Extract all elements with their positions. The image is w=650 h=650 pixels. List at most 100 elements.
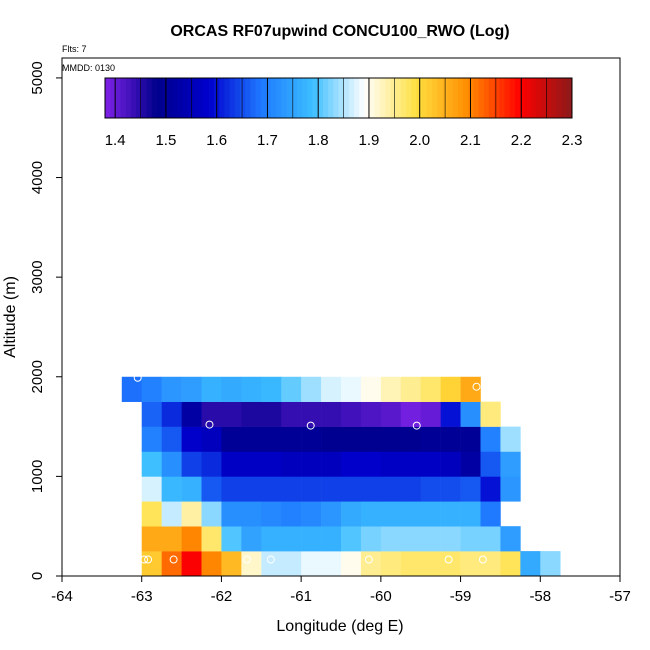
colorbar-segment <box>540 78 547 118</box>
heatmap-cell <box>141 401 162 427</box>
colorbar-tick-label: 1.8 <box>308 132 329 149</box>
heatmap-cell <box>360 526 382 552</box>
heatmap-cell <box>420 526 441 552</box>
colorbar-segment <box>348 78 355 118</box>
heatmap-cell <box>241 476 262 502</box>
heatmap-cells <box>121 376 561 577</box>
heatmap-cell <box>201 476 222 502</box>
colorbar-segment <box>556 78 563 118</box>
heatmap-cell <box>181 451 202 477</box>
colorbar-segment <box>463 78 469 118</box>
heatmap-cell <box>161 426 182 452</box>
flights-label: Flts: 7 <box>62 44 87 54</box>
heatmap-cell <box>261 476 282 502</box>
colorbar-segment <box>380 78 386 118</box>
heatmap-cell <box>420 551 441 577</box>
flight-point <box>412 421 421 430</box>
heatmap-cell <box>141 426 162 452</box>
heatmap-cell <box>440 426 461 452</box>
colorbar-segment <box>265 78 272 118</box>
heatmap-cell <box>480 451 501 477</box>
colorbar-segment <box>115 78 121 118</box>
heatmap-cell <box>321 476 342 502</box>
colorbar-tick-label: 1.5 <box>155 132 176 149</box>
colorbar-segment <box>182 78 189 118</box>
y-tick-label: 4000 <box>29 161 46 194</box>
colorbar-segment <box>125 78 132 118</box>
heatmap-cell <box>420 401 441 427</box>
colorbar-segment <box>271 78 277 118</box>
colorbar-segment <box>566 78 573 118</box>
colorbar-segment <box>437 78 443 118</box>
colorbar-segment <box>561 78 568 118</box>
heatmap-cell <box>400 401 422 427</box>
heatmap-cell <box>141 451 162 477</box>
heatmap-cell <box>341 451 362 477</box>
heatmap-cell <box>221 426 242 452</box>
heatmap-cell <box>281 426 302 452</box>
y-axis: 0 1000 2000 3000 4000 5000 <box>29 61 62 580</box>
heatmap-cell <box>480 526 501 552</box>
heatmap-cell <box>241 526 262 552</box>
heatmap-cell <box>321 551 342 577</box>
colorbar-segment <box>551 78 557 118</box>
colorbar-segment <box>110 78 116 118</box>
colorbar-segment <box>421 78 428 118</box>
colorbar-segment <box>105 78 111 118</box>
heatmap-cell <box>460 426 481 452</box>
heatmap-cell <box>141 526 162 552</box>
colorbar-tick-label: 1.6 <box>206 132 227 149</box>
colorbar-segment <box>457 78 464 118</box>
heatmap-cell <box>161 501 182 527</box>
colorbar: 1.4 1.5 1.6 1.7 1.8 1.9 2.0 2.1 2.2 2.3 <box>104 77 582 149</box>
colorbar-segment <box>239 78 246 118</box>
flight-point <box>140 555 149 564</box>
heatmap-cell <box>121 376 143 402</box>
heatmap-cell <box>301 401 322 427</box>
heatmap-cell <box>301 426 322 452</box>
heatmap-cell <box>400 451 422 477</box>
colorbar-segment <box>172 78 179 118</box>
heatmap-cell <box>380 551 402 577</box>
colorbar-tick-label: 1.4 <box>105 132 126 149</box>
colorbar-segment <box>525 78 531 118</box>
colorbar-segment <box>390 78 396 118</box>
heatmap-cell <box>500 426 521 452</box>
heatmap-cell <box>221 401 242 427</box>
colorbar-segment <box>162 78 168 118</box>
colorbar-segment <box>520 78 526 118</box>
heatmap-cell <box>440 376 461 402</box>
heatmap-cell <box>440 526 461 552</box>
heatmap-cell <box>281 401 302 427</box>
heatmap-cell <box>301 501 322 527</box>
colorbar-segment <box>478 78 485 118</box>
colorbar-segment <box>385 78 391 118</box>
colorbar-segment <box>328 78 334 118</box>
x-tick-label: -62 <box>211 588 233 605</box>
colorbar-segment <box>416 78 422 118</box>
heatmap-cell <box>341 526 362 552</box>
colorbar-segment <box>177 78 184 118</box>
x-tick-label: -64 <box>51 588 73 605</box>
heatmap-cell <box>380 376 402 402</box>
heatmap-cell <box>440 501 461 527</box>
colorbar-segment <box>141 78 147 118</box>
heatmap-cell <box>480 426 501 452</box>
x-tick-label: -59 <box>450 588 472 605</box>
flight-point <box>144 555 153 564</box>
heatmap-cell <box>241 551 262 577</box>
colorbar-segment <box>167 78 173 118</box>
colorbar-segment <box>468 78 474 118</box>
heatmap-cell <box>301 551 322 577</box>
heatmap-cell <box>400 376 422 402</box>
heatmap-cell <box>500 526 521 552</box>
heatmap-cell <box>241 376 262 402</box>
colorbar-segment <box>447 78 454 118</box>
heatmap-cell <box>261 451 282 477</box>
colorbar-segment <box>193 78 199 118</box>
heatmap-cell <box>360 551 382 577</box>
colorbar-segment <box>208 78 215 118</box>
heatmap-cell <box>141 551 162 577</box>
date-label: MMDD: 0130 <box>62 63 115 73</box>
heatmap-cell <box>261 551 282 577</box>
